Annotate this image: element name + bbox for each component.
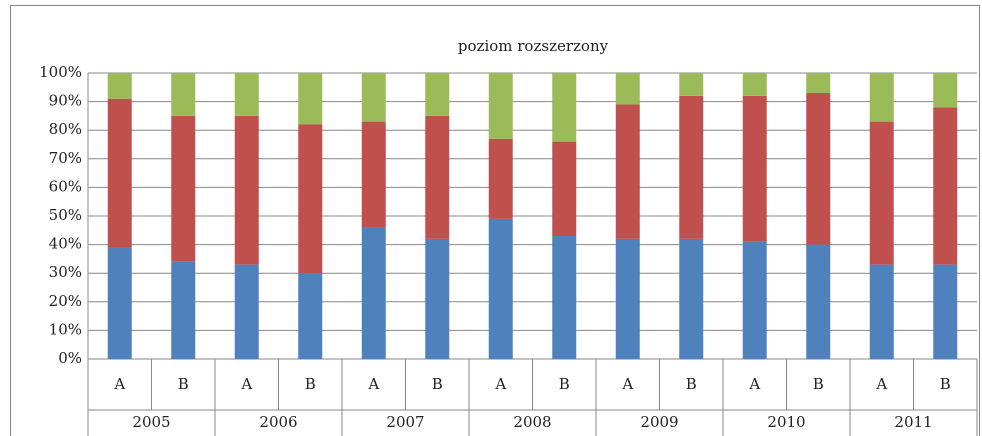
group-label: 2006 xyxy=(259,413,297,431)
bar-segment xyxy=(298,124,323,274)
bar-segment xyxy=(869,121,894,265)
y-tick-label: 100% xyxy=(39,63,82,81)
bar-segment xyxy=(425,115,450,239)
bar-segment xyxy=(615,238,640,359)
y-tick-label: 40% xyxy=(49,235,82,253)
bar-segment xyxy=(361,73,386,122)
y-tick-label: 0% xyxy=(58,349,82,367)
bar-segment xyxy=(425,73,450,116)
y-tick-label: 30% xyxy=(49,263,82,281)
chart-border xyxy=(10,5,980,436)
bar-segment xyxy=(171,73,196,116)
x-tick-label: A xyxy=(113,375,125,393)
y-tick-label: 80% xyxy=(49,120,82,138)
bar-segment xyxy=(679,238,704,359)
bar-segment xyxy=(361,121,386,228)
group-label: 2010 xyxy=(767,413,805,431)
x-tick-label: A xyxy=(621,375,633,393)
x-tick-label: B xyxy=(559,375,570,393)
bar-segment xyxy=(488,138,513,219)
bar-segment xyxy=(552,141,577,237)
group-label: 2005 xyxy=(132,413,170,431)
bar-segment xyxy=(806,93,831,245)
bar-segment xyxy=(234,115,259,265)
y-tick-label: 20% xyxy=(49,292,82,310)
bar-segment xyxy=(298,73,323,125)
bar-segment xyxy=(552,236,577,359)
bar-segment xyxy=(933,264,958,359)
y-tick-label: 90% xyxy=(49,92,82,110)
bar-segment xyxy=(107,73,132,99)
x-tick-label: A xyxy=(875,375,887,393)
group-label: 2008 xyxy=(513,413,551,431)
bar-segment xyxy=(552,73,577,142)
bar-segment xyxy=(933,73,958,108)
bar-segment xyxy=(615,104,640,239)
bar-segment xyxy=(742,241,767,359)
x-tick-label: B xyxy=(305,375,316,393)
x-tick-label: B xyxy=(813,375,824,393)
bar-segment xyxy=(869,264,894,359)
group-label: 2011 xyxy=(894,413,932,431)
bar-segment xyxy=(742,95,767,242)
bar-segment xyxy=(171,261,196,359)
bar-segment xyxy=(933,107,958,265)
bar-segment xyxy=(615,73,640,105)
bar-segment xyxy=(742,73,767,96)
x-tick-label: A xyxy=(748,375,760,393)
bar-segment xyxy=(869,73,894,122)
group-label: 2007 xyxy=(386,413,424,431)
x-tick-label: B xyxy=(940,375,951,393)
bar-segment xyxy=(488,73,513,139)
bar-segment xyxy=(488,218,513,359)
x-tick-label: A xyxy=(367,375,379,393)
chart-title: poziom rozszerzony xyxy=(458,37,609,55)
bar-segment xyxy=(679,73,704,96)
bar-segment xyxy=(234,73,259,116)
y-tick-label: 10% xyxy=(49,320,82,338)
y-tick-label: 70% xyxy=(49,149,82,167)
x-tick-label: A xyxy=(494,375,506,393)
x-tick-label: B xyxy=(432,375,443,393)
x-tick-label: B xyxy=(178,375,189,393)
bar-segment xyxy=(107,98,132,248)
x-tick-label: A xyxy=(240,375,252,393)
bar-segment xyxy=(234,264,259,359)
y-tick-label: 50% xyxy=(49,206,82,224)
bar-segment xyxy=(361,227,386,359)
bar-segment xyxy=(806,73,831,94)
bar-segment xyxy=(171,115,196,262)
bar-segment xyxy=(298,273,323,359)
bar-segment xyxy=(107,247,132,359)
group-label: 2009 xyxy=(640,413,678,431)
bar-segment xyxy=(425,238,450,359)
bar-segment xyxy=(679,95,704,239)
y-tick-label: 60% xyxy=(49,177,82,195)
bar-segment xyxy=(806,244,831,359)
x-tick-label: B xyxy=(686,375,697,393)
